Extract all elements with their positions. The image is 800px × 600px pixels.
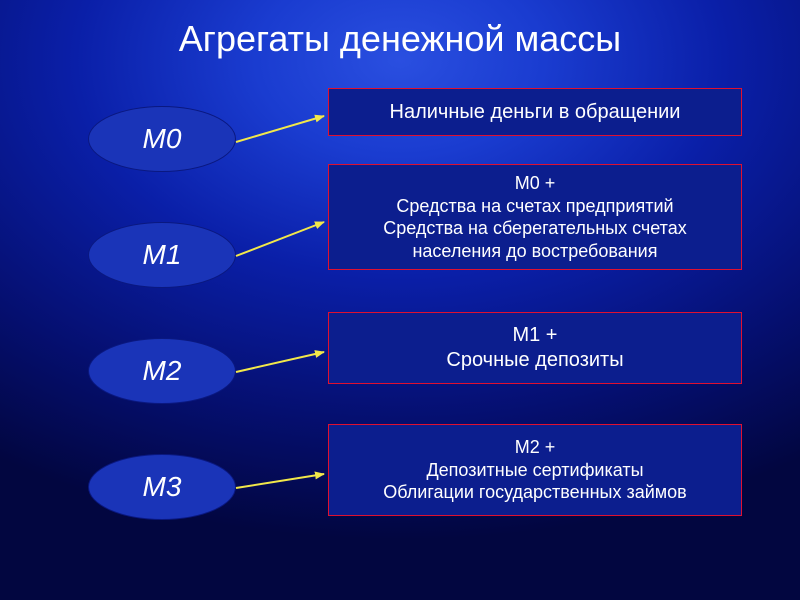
aggregate-label: М0	[143, 123, 182, 155]
aggregate-desc-text: Наличные деньги в обращении	[390, 100, 681, 125]
aggregate-desc-text: М2 + Депозитные сертификаты Облигации го…	[383, 436, 686, 504]
arrow-m1	[236, 222, 324, 256]
aggregate-desc-m3: М2 + Депозитные сертификаты Облигации го…	[328, 424, 742, 516]
arrow-m0	[236, 116, 324, 142]
aggregate-ellipse-m2: М2	[88, 338, 236, 404]
aggregate-desc-m2: М1 + Срочные депозиты	[328, 312, 742, 384]
aggregate-desc-text: М0 + Средства на счетах предприятий Сред…	[383, 172, 686, 262]
aggregate-label: М3	[143, 471, 182, 503]
slide: Агрегаты денежной массы М0 Наличные день…	[0, 0, 800, 600]
aggregate-desc-text: М1 + Срочные депозиты	[446, 323, 623, 373]
arrow-m3	[236, 474, 324, 488]
aggregate-desc-m0: Наличные деньги в обращении	[328, 88, 742, 136]
aggregate-label: М1	[143, 239, 182, 271]
aggregate-desc-m1: М0 + Средства на счетах предприятий Сред…	[328, 164, 742, 270]
arrow-m2	[236, 352, 324, 372]
aggregate-ellipse-m1: М1	[88, 222, 236, 288]
aggregate-ellipse-m0: М0	[88, 106, 236, 172]
aggregate-ellipse-m3: М3	[88, 454, 236, 520]
slide-title: Агрегаты денежной массы	[0, 18, 800, 60]
aggregate-label: М2	[143, 355, 182, 387]
